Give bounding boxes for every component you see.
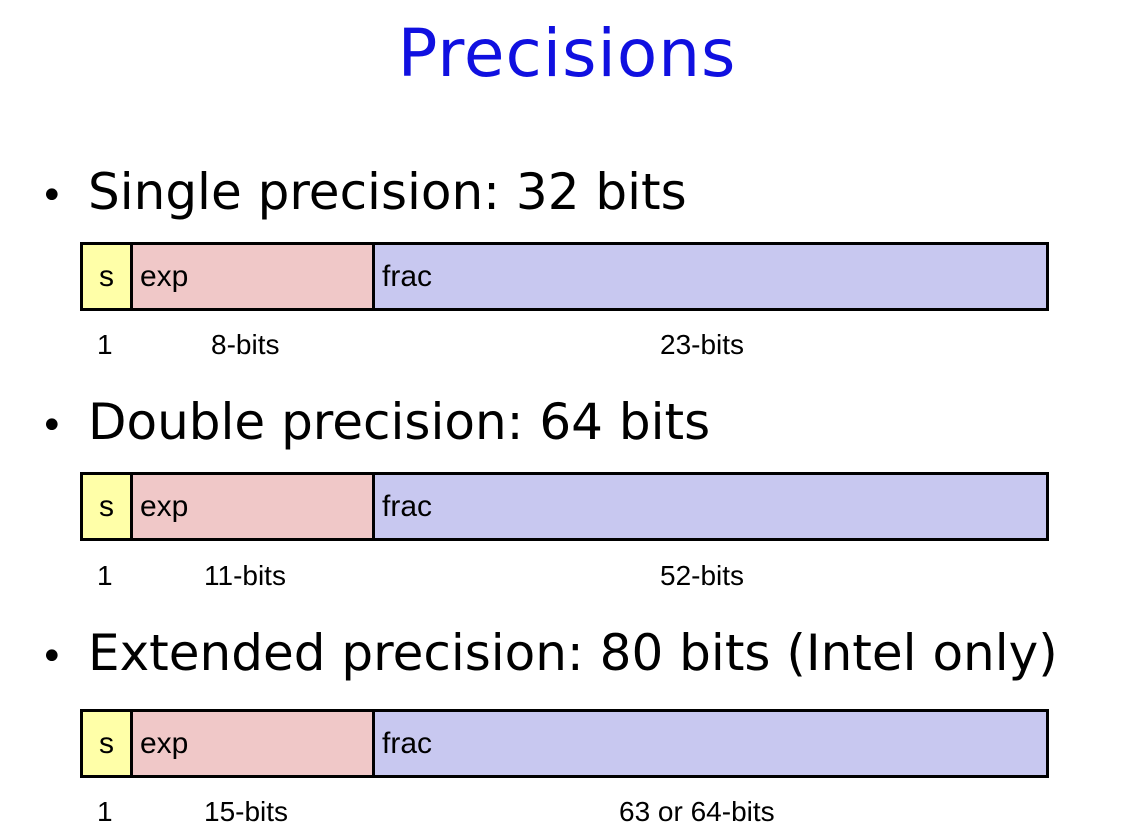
bullet-icon: • (40, 403, 64, 449)
bullet-icon: • (40, 634, 64, 680)
single-precision-heading: • Single precision: 32 bits (40, 164, 687, 224)
sign-field: s (83, 712, 133, 775)
single-precision-layout: s exp frac (80, 242, 1049, 311)
exp-bits-label: 15-bits (204, 796, 289, 827)
sign-field: s (83, 245, 133, 308)
sign-bits-label: 1 (97, 796, 113, 827)
heading-text: Extended precision: 80 bits (Intel only) (88, 624, 1058, 682)
extended-precision-layout: s exp frac (80, 709, 1049, 778)
sign-field: s (83, 475, 133, 538)
frac-bits-label: 23-bits (660, 329, 745, 360)
sign-bits-label: 1 (97, 329, 113, 360)
extended-precision-heading: • Extended precision: 80 bits (Intel only… (40, 625, 1058, 685)
frac-field: frac (375, 475, 1046, 538)
exp-field: exp (133, 475, 375, 538)
exp-bits-label: 8-bits (211, 329, 280, 360)
double-precision-heading: • Double precision: 64 bits (40, 394, 710, 454)
sign-bits-label: 1 (97, 560, 113, 591)
exp-bits-label: 11-bits (204, 560, 286, 591)
bullet-icon: • (40, 173, 64, 219)
exp-field: exp (133, 245, 375, 308)
exp-field: exp (133, 712, 375, 775)
page-title: Precisions (397, 15, 737, 92)
frac-field: frac (375, 245, 1046, 308)
heading-text: Single precision: 32 bits (88, 163, 687, 221)
frac-field: frac (375, 712, 1046, 775)
heading-text: Double precision: 64 bits (88, 393, 711, 451)
frac-bits-label: 63 or 64-bits (619, 796, 775, 827)
frac-bits-label: 52-bits (660, 560, 745, 591)
double-precision-layout: s exp frac (80, 472, 1049, 541)
